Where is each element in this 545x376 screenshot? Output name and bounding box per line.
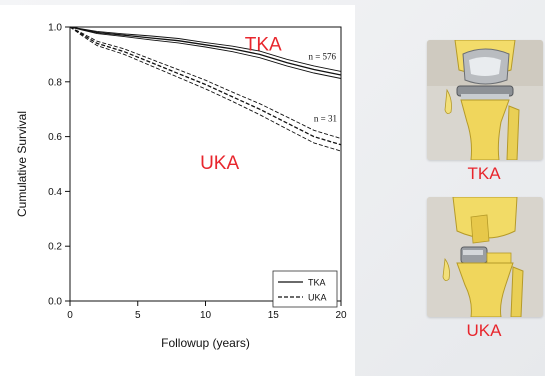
uka-ci-upper bbox=[69, 26, 342, 139]
x-tick-label: 20 bbox=[335, 310, 347, 321]
y-tick-label: 1.0 bbox=[48, 23, 62, 34]
legend-label-uka: UKA bbox=[308, 293, 327, 303]
photo-caption-tka: TKA bbox=[467, 164, 501, 183]
x-tick-label: 10 bbox=[200, 310, 212, 321]
tka-survival-line bbox=[69, 26, 342, 76]
tka-overlay-label: TKA bbox=[245, 34, 282, 55]
legend: TKA UKA bbox=[272, 270, 338, 308]
y-axis-label: Cumulative Survival bbox=[15, 111, 29, 217]
tka-n-annotation: n = 576 bbox=[308, 52, 336, 62]
photo-card-tka: TKA bbox=[423, 40, 545, 184]
knee-implant-uka-icon bbox=[427, 197, 543, 317]
legend-label-tka: TKA bbox=[308, 278, 326, 288]
photo-caption-uka: UKA bbox=[466, 321, 502, 340]
knee-implant-tka-icon bbox=[427, 40, 543, 160]
legend-box bbox=[272, 270, 338, 308]
uka-survival-line bbox=[69, 26, 342, 146]
chart-panel: 0.0 0.2 0.4 0.6 0.8 1.0 0 5 10 15 20 Cumulative Su… bbox=[0, 5, 355, 376]
tka-ci-upper bbox=[69, 26, 342, 72]
y-tick-label: 0.8 bbox=[48, 77, 62, 88]
survival-chart: 0.0 0.2 0.4 0.6 0.8 1.0 0 5 10 15 20 Cumulative Su… bbox=[15, 23, 347, 351]
uka-overlay-label: UKA bbox=[200, 153, 239, 174]
y-tick-label: 0.4 bbox=[48, 187, 62, 198]
photo-card-uka: UKA bbox=[423, 197, 545, 341]
uka-ci-lower bbox=[69, 26, 342, 152]
x-tick-label: 0 bbox=[67, 310, 73, 321]
x-tick-label: 15 bbox=[268, 310, 280, 321]
y-tick-label: 0.0 bbox=[48, 297, 62, 308]
y-tick-label: 0.2 bbox=[48, 242, 62, 253]
tka-ci-lower bbox=[69, 26, 342, 79]
x-tick-label: 5 bbox=[135, 310, 141, 321]
x-axis-label: Followup (years) bbox=[161, 336, 250, 350]
y-tick-label: 0.6 bbox=[48, 132, 62, 143]
uka-n-annotation: n = 31 bbox=[314, 113, 337, 123]
